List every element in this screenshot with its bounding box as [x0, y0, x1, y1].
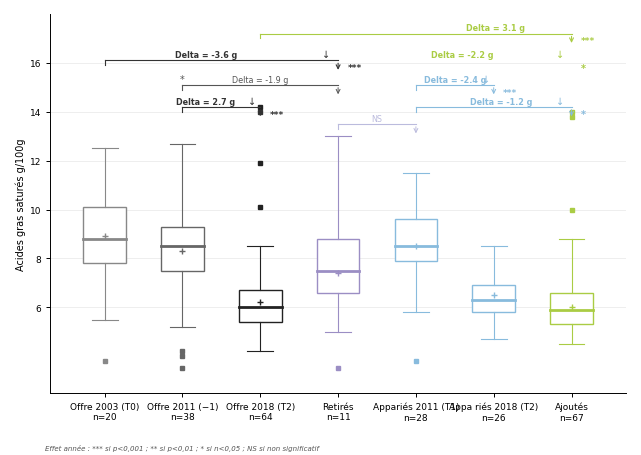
Text: *: * — [581, 64, 586, 74]
Text: ↓: ↓ — [482, 75, 490, 85]
Text: ***: *** — [347, 64, 362, 73]
Text: ***: *** — [503, 89, 517, 97]
Text: Delta = -3.6 g: Delta = -3.6 g — [175, 51, 237, 60]
Y-axis label: Acides gras saturés g/100g: Acides gras saturés g/100g — [15, 138, 26, 270]
Text: NS: NS — [372, 115, 383, 123]
Text: Effet année : *** si p<0,001 ; ** si p<0,01 ; * si n<0,05 ; NS si non significat: Effet année : *** si p<0,001 ; ** si p<0… — [45, 444, 319, 450]
Text: *: * — [581, 110, 586, 120]
Bar — [239, 291, 281, 322]
Text: ***: *** — [270, 111, 284, 120]
Text: ↓: ↓ — [249, 96, 256, 106]
Bar — [394, 220, 437, 261]
Text: Delta = -2.4 g: Delta = -2.4 g — [424, 76, 486, 85]
Text: Delta = -2.2 g: Delta = -2.2 g — [431, 51, 494, 60]
Text: ↓: ↓ — [322, 50, 331, 60]
Text: ↓: ↓ — [556, 96, 564, 106]
Text: ↓: ↓ — [556, 50, 564, 60]
Text: ***: *** — [581, 37, 595, 46]
Text: Delta = 2.7 g: Delta = 2.7 g — [176, 97, 235, 106]
Text: Delta = 3.1 g: Delta = 3.1 g — [466, 24, 525, 33]
Bar — [161, 227, 204, 271]
Bar — [317, 239, 360, 293]
Text: Delta = -1.9 g: Delta = -1.9 g — [232, 76, 288, 85]
Bar — [83, 207, 126, 264]
Text: *: * — [180, 75, 185, 85]
Text: Delta = -1.2 g: Delta = -1.2 g — [470, 97, 533, 106]
Bar — [550, 293, 593, 325]
Bar — [472, 286, 515, 313]
